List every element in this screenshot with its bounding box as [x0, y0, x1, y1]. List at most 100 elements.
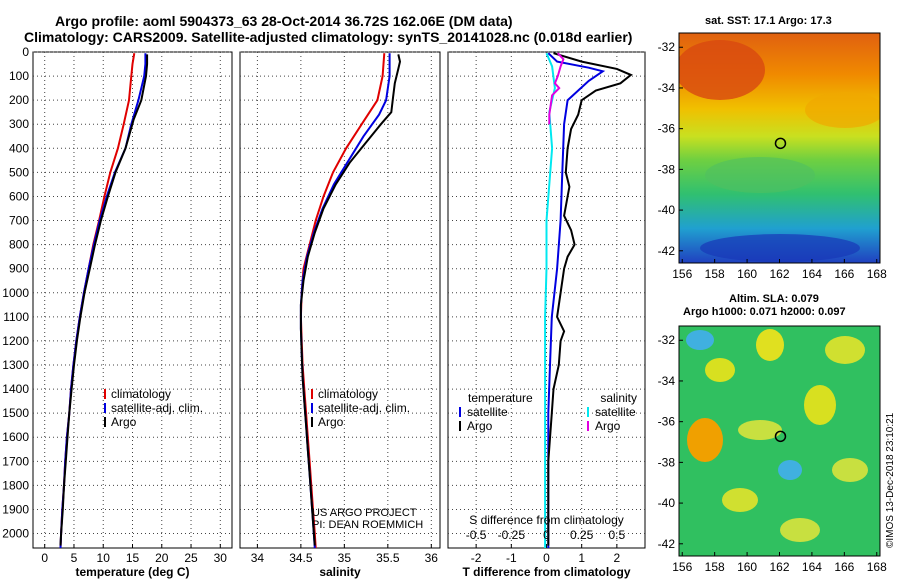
difference-s-tick-label: 0.5 [609, 528, 626, 542]
difference-series-salinity-argo [548, 52, 565, 125]
sla-map-y-tick-label: -36 [658, 415, 676, 429]
difference-s-tick-label: 0.25 [570, 528, 594, 542]
difference-s-tick-label: -0.5 [466, 528, 487, 542]
sst-map-x-tick-label: 160 [737, 267, 757, 281]
sla-high-patch [687, 418, 723, 462]
sst-map-y-tick-label: -36 [658, 122, 676, 136]
difference-legend-salinity-label: satellite [595, 405, 636, 419]
depth-tick-label: 2000 [2, 527, 29, 541]
sst-map-x-tick-label: 158 [705, 267, 725, 281]
depth-tick-label: 1800 [2, 478, 29, 492]
depth-tick-label: 1500 [2, 406, 29, 420]
difference-panel: -2 -1 0 1 2T difference from climatology temp… [447, 51, 646, 579]
sst-cool-patch [705, 157, 815, 193]
sla-map-title-line2: Argo h1000: 0.071 h2000: 0.097 [683, 306, 846, 318]
temperature-x-tick-label: 15 [126, 551, 140, 565]
sst-map-x-tick-label: 156 [672, 267, 692, 281]
sst-map-y-tick-label: -34 [658, 81, 676, 95]
difference-x-tick-label: 1 [578, 551, 585, 565]
sla-map-y-tick-label: -42 [658, 537, 676, 551]
figure-title-line2: Climatology: CARS2009. Satellite-adjuste… [24, 29, 633, 45]
depth-tick-label: 1100 [3, 310, 29, 324]
salinity-x-axis-label: salinity [319, 565, 361, 579]
sla-high-patch [780, 518, 820, 542]
sla-high-patch [832, 458, 868, 482]
sla-map-y-tick-label: -34 [658, 374, 676, 388]
difference-x-tick-label: 0 [543, 551, 550, 565]
imos-credit: ©IMOS 13-Dec-2018 23:10:21 [885, 412, 896, 548]
depth-tick-label: 1000 [2, 286, 29, 300]
depth-tick-label: 0 [22, 45, 29, 59]
salinity-x-tick-label: 34 [251, 551, 265, 565]
temperature-x-tick-label: 20 [155, 551, 169, 565]
sla-high-patch [825, 336, 865, 364]
sla-high-patch [804, 385, 836, 425]
difference-s-tick-label: -0.25 [498, 528, 526, 542]
salinity-axes-frame [239, 51, 441, 549]
difference-s-tick-label: 0 [543, 528, 550, 542]
depth-tick-label: 100 [9, 69, 29, 83]
temperature-panel: 0100200300400500600700800900100011001200… [2, 45, 233, 579]
salinity-legend-label: climatology [318, 387, 378, 401]
difference-x-tick-label: -2 [471, 551, 482, 565]
temperature-x-axis-label: temperature (deg C) [75, 565, 189, 579]
difference-series-temperature-argo [547, 52, 633, 546]
difference-top-label: S difference from climatology [469, 513, 624, 527]
sst-map-y-tick-label: -38 [658, 162, 676, 176]
sla-map-x-tick-label: 156 [672, 560, 692, 574]
depth-tick-label: 1700 [2, 454, 29, 468]
sst-map-x-tick-label: 166 [834, 267, 854, 281]
salinity-legend-label: satellite-adj. clim. [318, 401, 410, 415]
temperature-legend-label: climatology [111, 387, 171, 401]
salinity-x-tick-label: 35.5 [376, 551, 400, 565]
sla-map-y-tick-label: -40 [658, 496, 676, 510]
difference-legend-salinity-title: salinity [600, 391, 637, 405]
depth-tick-label: 1400 [2, 382, 29, 396]
sst-map-y-tick-label: -40 [658, 203, 676, 217]
sla-low-patch [686, 330, 714, 350]
sst-map-x-tick-label: 162 [769, 267, 789, 281]
depth-tick-label: 1600 [2, 430, 29, 444]
depth-tick-label: 300 [9, 117, 29, 131]
difference-legend-temperature-title: temperature [468, 391, 533, 405]
sst-map-y-tick-label: -32 [658, 40, 676, 54]
sla-map-float-marker [774, 430, 787, 443]
difference-legend-temperature-label: Argo [467, 419, 493, 433]
depth-tick-label: 400 [9, 141, 29, 155]
depth-tick-label: 600 [9, 189, 29, 203]
depth-tick-label: 1300 [2, 358, 29, 372]
depth-tick-label: 800 [9, 238, 29, 252]
difference-legend-salinity-label: Argo [595, 419, 621, 433]
sla-map-x-tick-label: 168 [867, 560, 887, 574]
temperature-series-argo [59, 54, 149, 546]
salinity-panel: 34 34.5 35 35.5 36 salinity climatologysatelli… [239, 51, 441, 579]
sla-map-x-tick-label: 162 [769, 560, 789, 574]
temperature-legend-label: satellite-adj. clim. [111, 401, 203, 415]
sst-warm-patch [805, 92, 880, 128]
depth-tick-label: 1900 [2, 502, 29, 516]
depth-tick-label: 900 [9, 262, 29, 276]
figure-title-line1: Argo profile: aoml 5904373_63 28-Oct-201… [55, 13, 513, 29]
salinity-annotation-line: PI: DEAN ROEMMICH [312, 519, 423, 531]
difference-x-tick-label: -1 [506, 551, 517, 565]
difference-x-axis-label: T difference from climatology [462, 565, 630, 579]
sla-map-title-line1: Altim. SLA: 0.079 [729, 293, 819, 305]
sla-map-y-tick-label: -32 [658, 333, 676, 347]
sla-high-patch [756, 329, 784, 361]
depth-tick-label: 200 [9, 93, 29, 107]
sla-high-patch [722, 488, 758, 512]
depth-tick-label: 700 [9, 214, 29, 228]
sst-map-float-marker [774, 137, 787, 150]
temperature-x-tick-label: 10 [97, 551, 111, 565]
sst-cold-patch [700, 234, 860, 262]
salinity-x-tick-label: 36 [425, 551, 439, 565]
sst-map-x-tick-label: 164 [802, 267, 822, 281]
sst-map-y-tick-label: -42 [658, 244, 676, 258]
temperature-x-tick-label: 0 [41, 551, 48, 565]
sla-high-patch [738, 420, 782, 440]
salinity-x-tick-label: 34.5 [289, 551, 313, 565]
salinity-x-tick-label: 35 [338, 551, 352, 565]
sla-map-x-tick-label: 160 [737, 560, 757, 574]
depth-tick-label: 1200 [2, 334, 29, 348]
sla-low-patch [778, 460, 802, 480]
